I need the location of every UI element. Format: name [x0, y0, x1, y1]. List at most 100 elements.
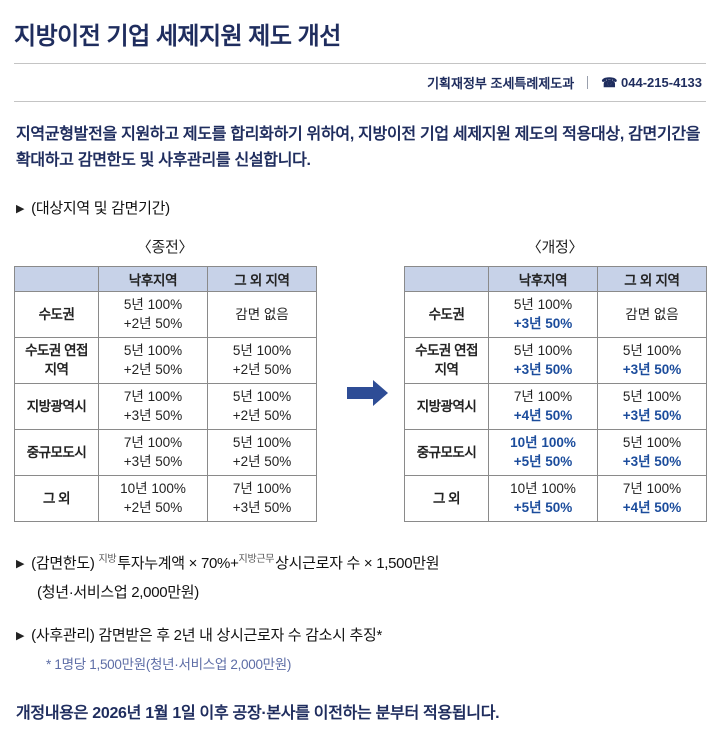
value-cell: 10년 100% +2년 50% [98, 475, 208, 523]
table-row: 그 외 10년 100% +5년 50% 7년 100% +4년 50% [404, 475, 707, 523]
row-label: 수도권 [14, 291, 99, 339]
page-title: 지방이전 기업 세제지원 제도 개선 [14, 23, 341, 50]
cell-line: 7년 100% [513, 389, 573, 405]
cell-line: 10년 100% [120, 481, 186, 497]
cell-line: +3년 50% [622, 453, 682, 469]
value-cell: 5년 100% +3년 50% [597, 337, 707, 385]
cell-line: 5년 100% [232, 343, 292, 359]
table-row: 그 외 10년 100% +2년 50% 7년 100% +3년 50% [14, 475, 317, 523]
row-label: 중규모도시 [404, 429, 489, 477]
value-cell: 5년 100% +2년 50% [98, 337, 208, 385]
cell-line: +4년 50% [622, 499, 682, 515]
cell-line: 5년 100% [513, 297, 573, 313]
cell-line: 5년 100% [622, 435, 682, 451]
divider-top [14, 63, 706, 64]
col-header: 그 외 지역 [597, 266, 707, 293]
value-cell: 감면 없음 [207, 291, 317, 339]
row-label: 지방광역시 [14, 383, 99, 431]
cell-line: +2년 50% [232, 361, 292, 377]
value-cell: 5년 100% +3년 50% [488, 337, 598, 385]
arrow-container [316, 264, 404, 522]
cell-line: +4년 50% [513, 407, 573, 423]
cell-line: 7년 100% [232, 481, 292, 497]
post-line: ▶ (사후관리) 감면받은 후 2년 내 상시근로자 수 감소시 추징* [16, 624, 706, 645]
row-label: 수도권 [404, 291, 489, 339]
value-cell: 5년 100% +2년 50% [207, 383, 317, 431]
value-cell: 감면 없음 [597, 291, 707, 339]
value-cell: 7년 100% +3년 50% [98, 429, 208, 477]
triangle-bullet-icon: ▶ [16, 203, 25, 216]
table-before-caption: 〈종전〉 [136, 239, 194, 257]
table-header-row: 낙후지역 그 외 지역 [404, 266, 707, 293]
cell-line: +3년 50% [123, 407, 183, 423]
contact-separator [587, 76, 589, 89]
value-cell: 5년 100% +2년 50% [207, 337, 317, 385]
table-before: 낙후지역 그 외 지역 수도권 5년 100% +2년 50% 감면 없음 수도… [14, 266, 317, 523]
cell-line: +2년 50% [232, 407, 292, 423]
page: 지방이전 기업 세제지원 제도 개선 기획재정부 조세특례제도과 ☎ 044-2… [14, 23, 707, 722]
table-row: 수도권 5년 100% +2년 50% 감면 없음 [14, 291, 317, 339]
table-row: 중규모도시 7년 100% +3년 50% 5년 100% +2년 50% [14, 429, 317, 477]
cell-line: 5년 100% [232, 435, 292, 451]
table-header-row: 낙후지역 그 외 지역 [14, 266, 317, 293]
cell-line: +2년 50% [123, 499, 183, 515]
corner-cell [404, 266, 489, 293]
cell-line: 감면 없음 [235, 306, 289, 322]
row-label: 수도권 연접지역 [14, 337, 99, 385]
cell-line: 5년 100% [622, 389, 682, 405]
post-text: (사후관리) 감면받은 후 2년 내 상시근로자 수 감소시 추징* [31, 627, 383, 645]
section-region-heading: ▶ (대상지역 및 감면기간) [16, 197, 706, 218]
post-management-section: ▶ (사후관리) 감면받은 후 2년 내 상시근로자 수 감소시 추징* * 1명… [16, 624, 706, 673]
cell-line: 5년 100% [123, 343, 183, 359]
cell-line: +3년 50% [123, 453, 183, 469]
value-cell: 10년 100% +5년 50% [488, 429, 598, 477]
section-region-label: (대상지역 및 감면기간) [31, 200, 170, 218]
limit-line: ▶ (감면한도) 지방투자누계액 × 70%+지방근무상시근로자 수 × 1,50… [16, 552, 706, 576]
phone-label: ☎ 044-215-4133 [601, 74, 702, 90]
table-row: 수도권 연접지역 5년 100% +2년 50% 5년 100% +2년 50% [14, 337, 317, 385]
row-label: 지방광역시 [404, 383, 489, 431]
col-header: 그 외 지역 [207, 266, 317, 293]
table-after-caption: 〈개정〉 [526, 239, 584, 257]
cell-line: +5년 50% [513, 499, 573, 515]
corner-cell [14, 266, 99, 293]
cell-line: 10년 100% [510, 481, 576, 497]
cell-line: 7년 100% [622, 481, 682, 497]
value-cell: 7년 100% +3년 50% [207, 475, 317, 523]
intro-text: 지역균형발전을 지원하고 제도를 합리화하기 위하여, 지방이전 기업 세제지원… [16, 126, 701, 169]
value-cell: 5년 100% +3년 50% [597, 429, 707, 477]
contact-bar: 기획재정부 조세특례제도과 ☎ 044-215-4133 [14, 64, 706, 101]
cell-line: 5년 100% [123, 297, 183, 313]
cell-line: +3년 50% [232, 499, 292, 515]
cell-line: +2년 50% [232, 453, 292, 469]
cell-line: 5년 100% [622, 343, 682, 359]
table-row: 지방광역시 7년 100% +4년 50% 5년 100% +3년 50% [404, 383, 707, 431]
triangle-bullet-icon: ▶ [16, 630, 25, 643]
arrow-right-icon [347, 380, 388, 407]
cell-line: +5년 50% [513, 453, 573, 469]
limit-label: (감면한도) [31, 555, 95, 573]
table-after-block: 〈개정〉 낙후지역 그 외 지역 수도권 5년 100% +3년 50% 감면 … [404, 236, 707, 523]
cell-line: 5년 100% [232, 389, 292, 405]
col-header: 낙후지역 [488, 266, 598, 293]
value-cell: 5년 100% +2년 50% [98, 291, 208, 339]
row-label: 그 외 [14, 475, 99, 523]
cell-line: +3년 50% [622, 361, 682, 377]
cell-line: +3년 50% [513, 315, 573, 331]
cell-line: 감면 없음 [625, 306, 679, 322]
value-cell: 5년 100% +2년 50% [207, 429, 317, 477]
table-after: 낙후지역 그 외 지역 수도권 5년 100% +3년 50% 감면 없음 수도… [404, 266, 707, 523]
cell-line: 7년 100% [123, 435, 183, 451]
comparison-area: 〈종전〉 낙후지역 그 외 지역 수도권 5년 100% +2년 50% 감면 … [14, 236, 707, 523]
limit-section: ▶ (감면한도) 지방투자누계액 × 70%+지방근무상시근로자 수 × 1,50… [16, 552, 706, 604]
value-cell: 7년 100% +4년 50% [597, 475, 707, 523]
limit-line-2: (청년·서비스업 2,000만원) [37, 583, 199, 601]
table-before-block: 〈종전〉 낙후지역 그 외 지역 수도권 5년 100% +2년 50% 감면 … [14, 236, 317, 523]
limit-superscript-1: 지방 [98, 554, 117, 566]
limit-text-2: 상시근로자 수 × 1,500만원 [275, 555, 440, 573]
value-cell: 10년 100% +5년 50% [488, 475, 598, 523]
value-cell: 7년 100% +4년 50% [488, 383, 598, 431]
divider-contact [14, 101, 706, 102]
limit-superscript-2: 지방근무 [238, 554, 275, 566]
dept-label: 기획재정부 조세특례제도과 [427, 76, 575, 91]
